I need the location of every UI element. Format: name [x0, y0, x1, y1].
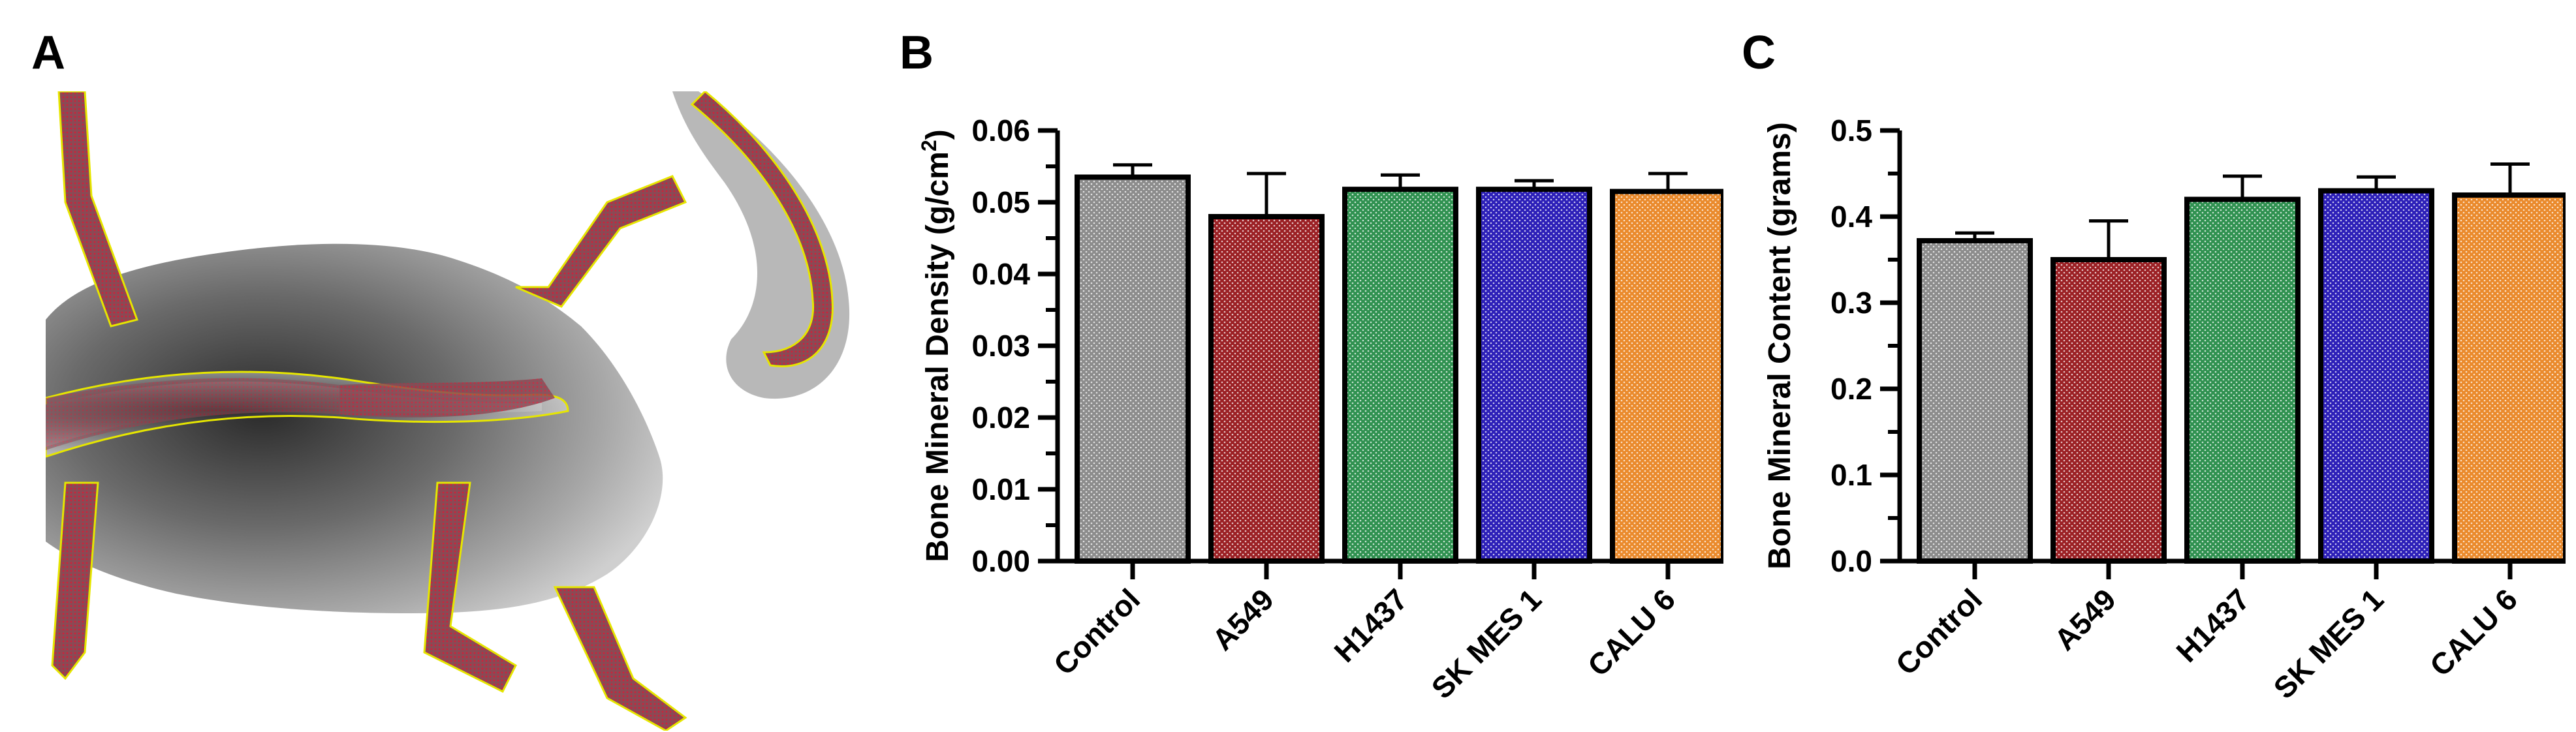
- bar-sk-mes-1: [2318, 188, 2434, 564]
- y-tick-label: 0.02: [971, 401, 1030, 435]
- pelvis-bone: [339, 378, 555, 418]
- y-tick-label: 0.0: [1830, 544, 1872, 578]
- y-tick-label: 0.01: [971, 472, 1030, 506]
- mouse-tail: [672, 91, 850, 399]
- x-tick-label: H1437: [2169, 582, 2256, 669]
- tail-bone: [690, 91, 834, 367]
- y-tick-label: 0.04: [971, 257, 1030, 291]
- y-axis-label-sup: 2: [917, 140, 941, 151]
- y-tick-label: 0.5: [1830, 114, 1872, 147]
- bar-calu-6: [2452, 192, 2566, 564]
- x-tick-label: Control: [1889, 582, 1988, 681]
- y-tick-label: 0.00: [971, 544, 1030, 578]
- y-axis-label-close: ): [920, 129, 955, 140]
- bar-control: [1917, 237, 2033, 564]
- front-limb-upper: [57, 91, 138, 328]
- y-axis-label-text: Bone Mineral Content (grams): [1763, 122, 1797, 569]
- bone-mineral-density-chart: 0.00 0.01 0.02 0.03 0.04 0.05 0.06 Bone Mineral…: [917, 114, 1723, 705]
- bar-h1437: [1342, 187, 1458, 564]
- bar-sk-mes-1: [1476, 187, 1592, 564]
- panel-letter-b: B: [900, 27, 934, 79]
- x-tick-label: SK MES 1: [2267, 582, 2390, 705]
- y-tick-label: 0.3: [1830, 286, 1872, 320]
- x-tick-label: CALU 6: [2423, 582, 2524, 682]
- x-tick-label: SK MES 1: [1424, 582, 1548, 705]
- front-limb-lower: [51, 481, 99, 680]
- x-tick-label: A549: [2048, 582, 2123, 657]
- x-tick-label: A549: [1206, 582, 1281, 657]
- hind-limb-lower: [423, 481, 517, 694]
- bar-h1437: [2184, 196, 2301, 564]
- panel-letter-c: C: [1742, 27, 1776, 79]
- y-tick-label: 0.05: [971, 185, 1030, 219]
- x-tick-label: H1437: [1327, 582, 1414, 669]
- x-tick-label: Control: [1047, 582, 1146, 681]
- x-tick-label: CALU 6: [1581, 582, 1682, 682]
- y-tick-label: 0.03: [971, 329, 1030, 363]
- bar-a549: [1208, 214, 1325, 564]
- bar-control: [1075, 174, 1191, 564]
- hind-limb-upper: [515, 175, 687, 308]
- bar-calu-6: [1610, 189, 1723, 564]
- dxa-scan-image: [46, 91, 850, 731]
- bar-a549: [2050, 257, 2167, 564]
- spine-bone-overlay: [46, 378, 339, 450]
- y-axis-label: Bone Mineral Content (grams): [1763, 122, 1797, 569]
- y-axis-label: Bone Mineral Density (g/cm2): [917, 129, 955, 562]
- mouse-body: [46, 243, 663, 613]
- y-tick-label: 0.06: [971, 114, 1030, 147]
- y-axis-label-text: Bone Mineral Density (g/cm: [920, 151, 955, 562]
- bone-mineral-content-chart: 0.0 0.1 0.2 0.3 0.4 0.5 Bone Mineral Content (…: [1763, 114, 2566, 705]
- hind-foot: [553, 586, 687, 731]
- y-tick-label: 0.4: [1830, 200, 1872, 234]
- y-tick-label: 0.1: [1830, 458, 1872, 492]
- y-tick-label: 0.2: [1830, 372, 1872, 406]
- panel-letter-a: A: [31, 27, 65, 79]
